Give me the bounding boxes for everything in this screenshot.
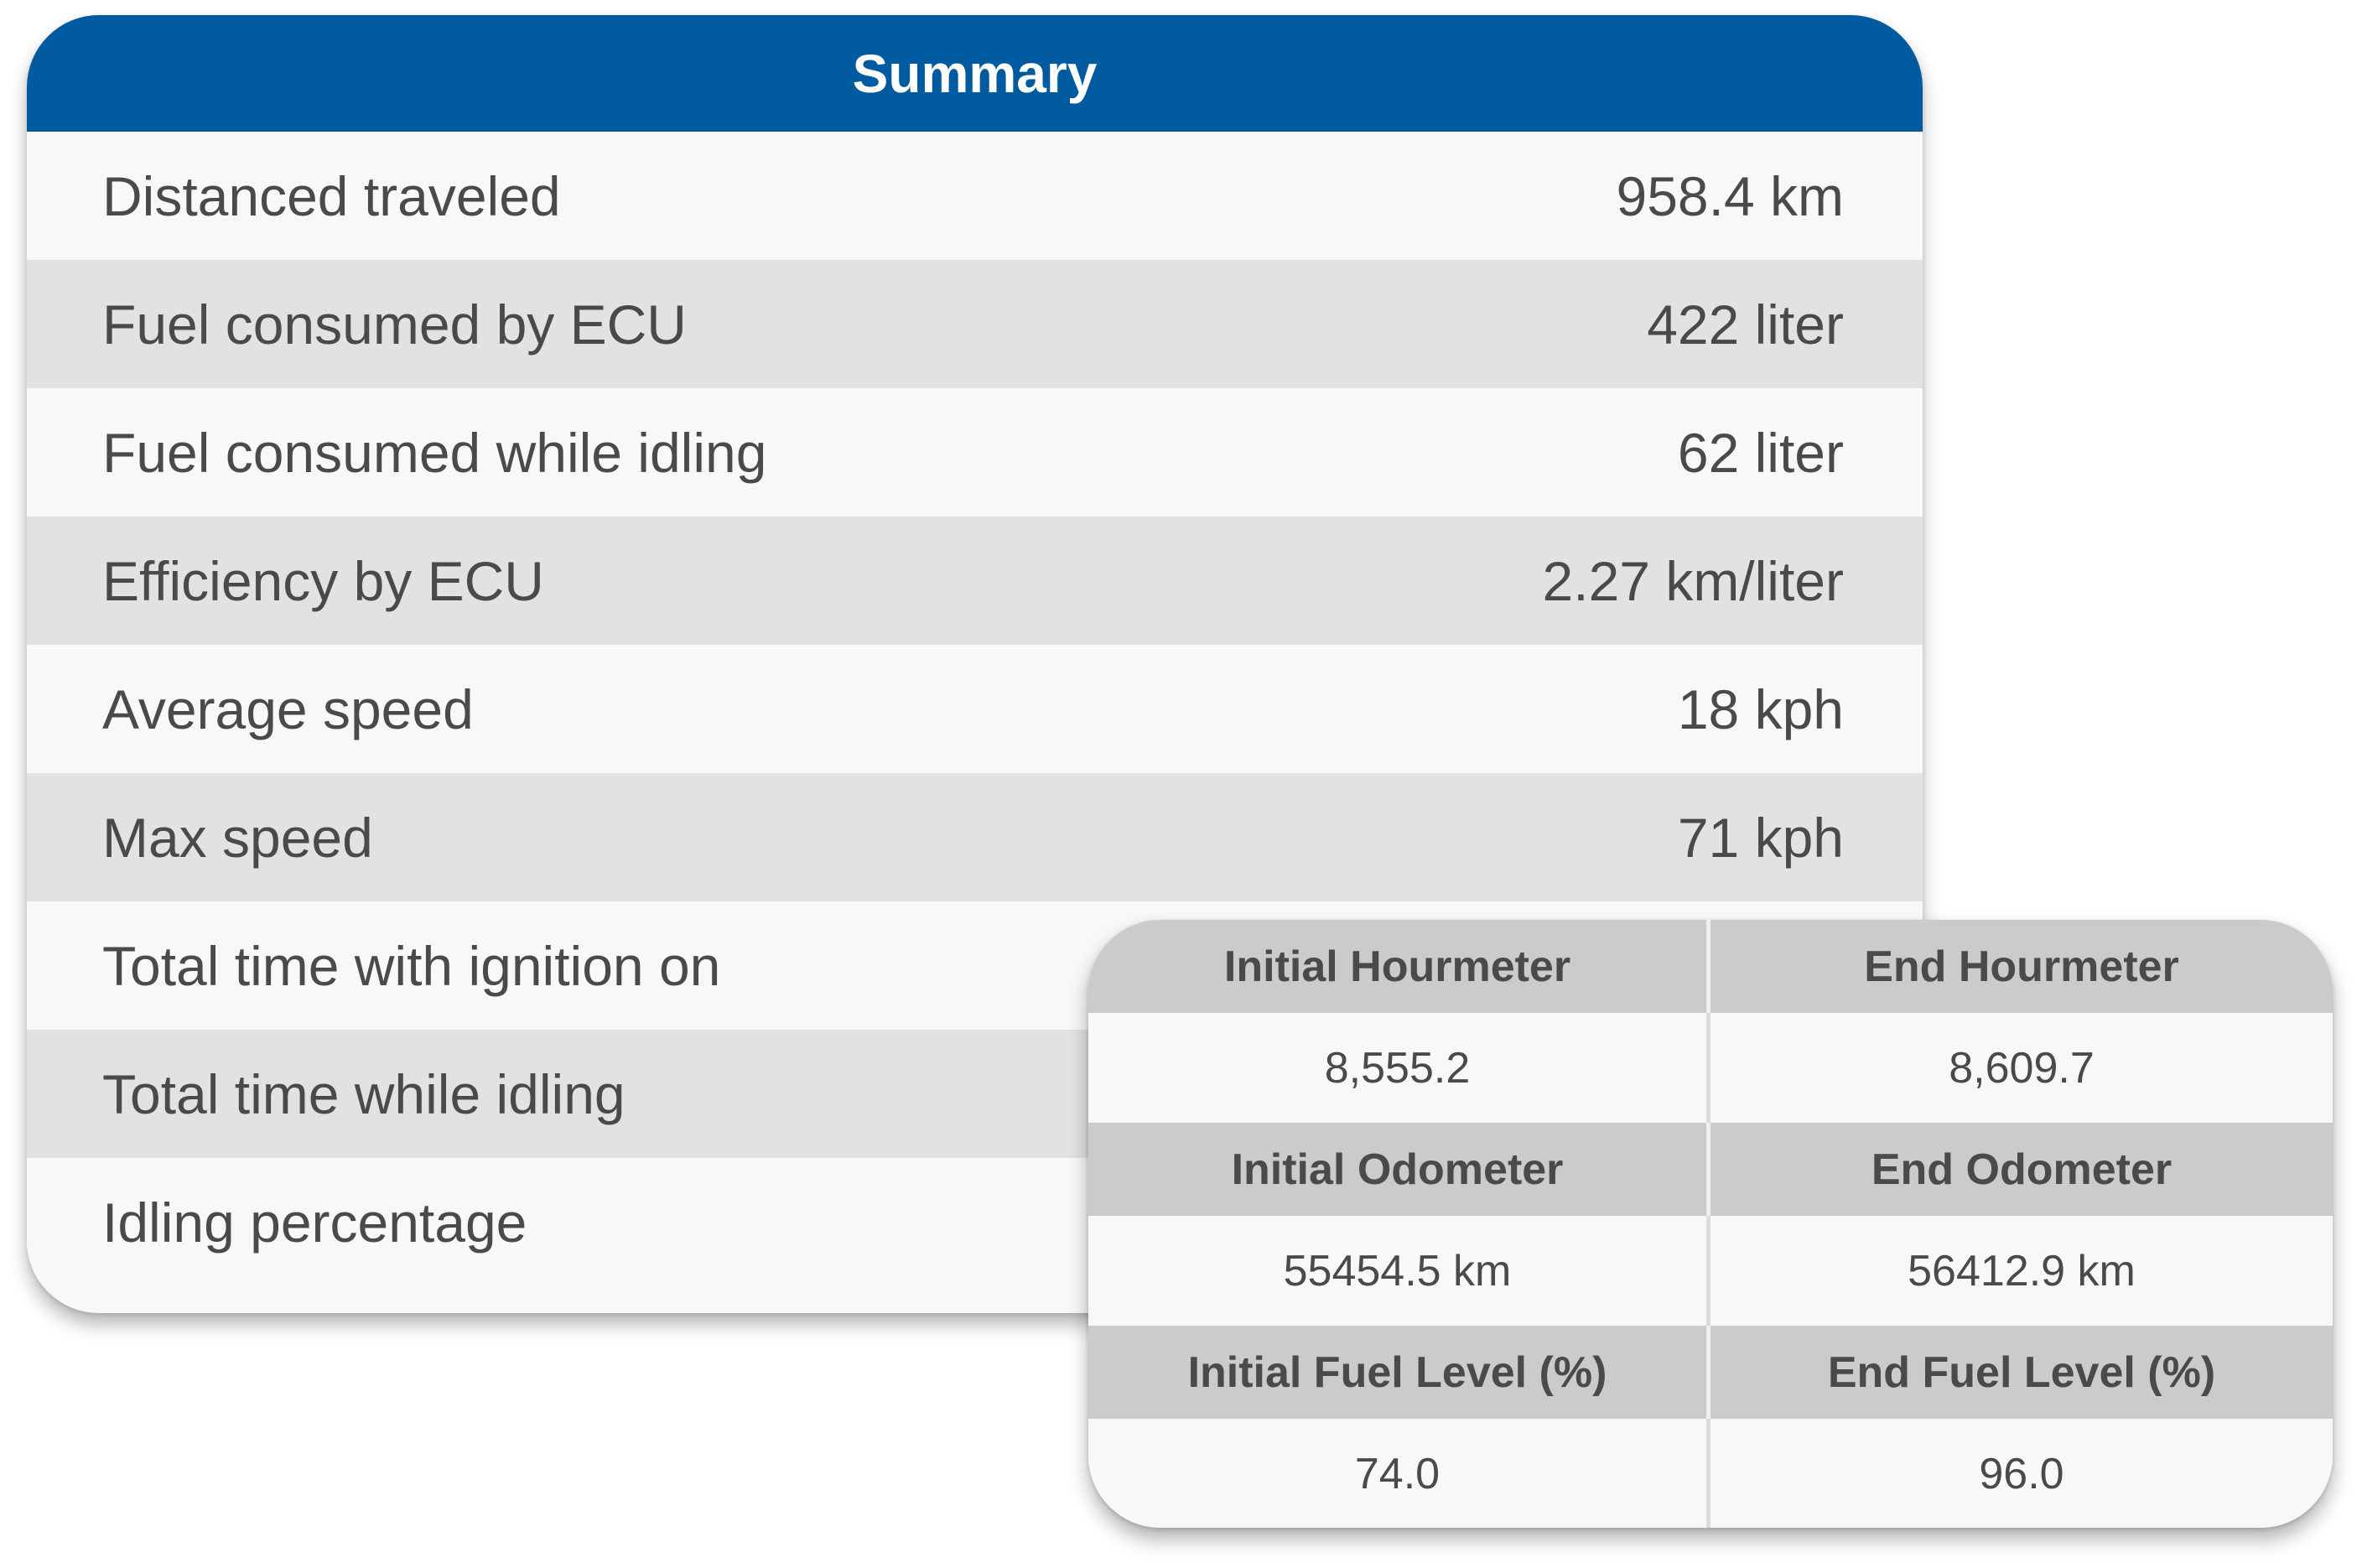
summary-row-label: Idling percentage (102, 1191, 527, 1254)
summary-row-label: Distanced traveled (102, 164, 561, 227)
summary-table: Distanced traveled 958.4 km Fuel consume… (27, 132, 1923, 1286)
end-fuel-level-value: 96.0 (1711, 1419, 2333, 1528)
initial-hourmeter-header: Initial Hourmeter (1088, 920, 1711, 1013)
summary-row-efficiency: Efficiency by ECU 2.27 km/liter (27, 517, 1923, 645)
summary-row-average-speed: Average speed 18 kph (27, 645, 1923, 773)
summary-row-value: 18 kph (1677, 678, 1844, 740)
end-odometer-value: 56412.9 km (1711, 1216, 2333, 1326)
summary-row-label: Total time with ignition on (102, 934, 721, 997)
summary-row-value: 71 kph (1677, 806, 1844, 869)
summary-card: Summary Distanced traveled 958.4 km Fuel… (27, 15, 1923, 1313)
summary-row-label: Average speed (102, 678, 474, 740)
summary-row-value: 422 liter (1647, 293, 1844, 356)
summary-row-label: Fuel consumed while idling (102, 421, 767, 484)
summary-row-label: Efficiency by ECU (102, 549, 544, 612)
summary-row-value: 2.27 km/liter (1542, 549, 1844, 612)
initial-odometer-value: 55454.5 km (1088, 1216, 1711, 1326)
end-fuel-level-header: End Fuel Level (%) (1711, 1326, 2333, 1419)
end-hourmeter-header: End Hourmeter (1711, 920, 2333, 1013)
initial-odometer-header: Initial Odometer (1088, 1123, 1711, 1216)
summary-row-value: 958.4 km (1616, 164, 1844, 227)
initial-fuel-level-header: Initial Fuel Level (%) (1088, 1326, 1711, 1419)
summary-row-label: Total time while idling (102, 1062, 626, 1125)
summary-row-fuel-ecu: Fuel consumed by ECU 422 liter (27, 260, 1923, 388)
summary-row-distance: Distanced traveled 958.4 km (27, 132, 1923, 260)
summary-title: Summary (27, 15, 1923, 132)
initial-fuel-level-value: 74.0 (1088, 1419, 1711, 1528)
summary-row-fuel-idling: Fuel consumed while idling 62 liter (27, 388, 1923, 517)
meter-readings-card: Initial Hourmeter End Hourmeter 8,555.2 … (1088, 920, 2333, 1528)
summary-row-max-speed: Max speed 71 kph (27, 773, 1923, 901)
meter-readings-table: Initial Hourmeter End Hourmeter 8,555.2 … (1088, 920, 2333, 1528)
end-odometer-header: End Odometer (1711, 1123, 2333, 1216)
summary-row-label: Max speed (102, 806, 373, 869)
summary-row-value: 62 liter (1677, 421, 1844, 484)
end-hourmeter-value: 8,609.7 (1711, 1013, 2333, 1123)
initial-hourmeter-value: 8,555.2 (1088, 1013, 1711, 1123)
summary-row-label: Fuel consumed by ECU (102, 293, 687, 356)
